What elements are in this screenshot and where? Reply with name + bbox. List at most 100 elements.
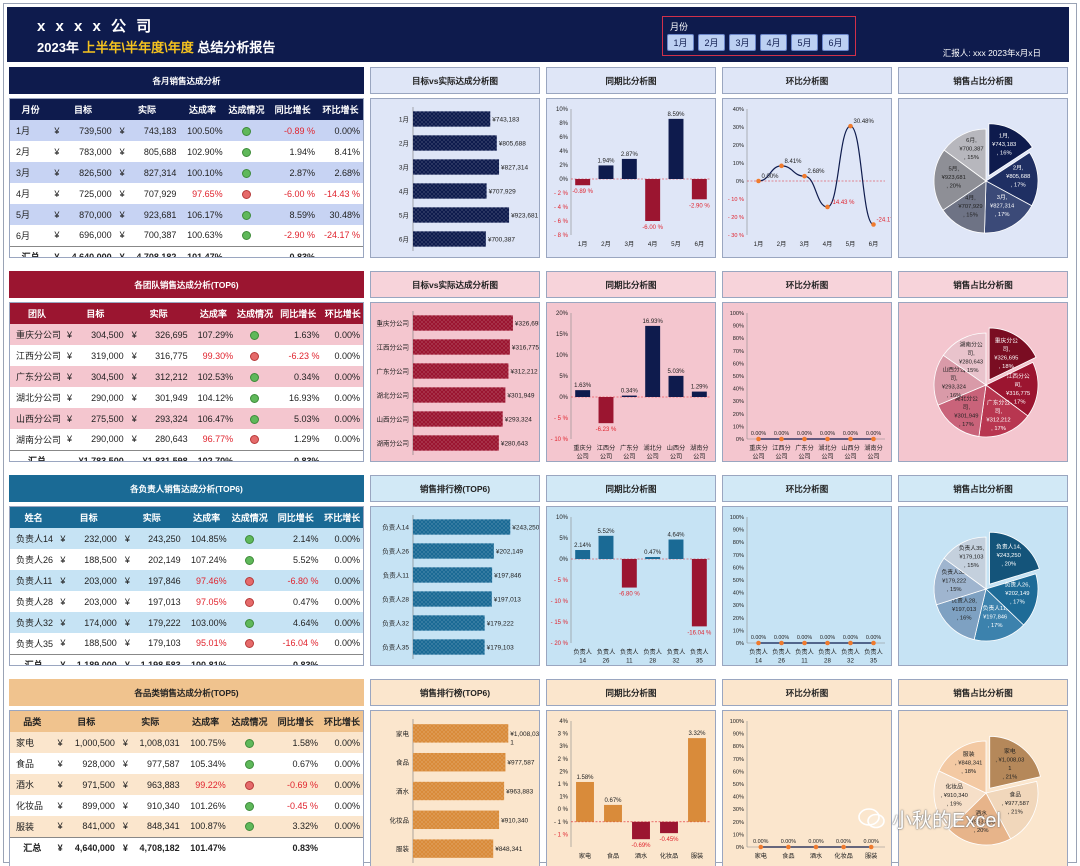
x-tick-label: 湖北分公司: [643, 444, 662, 461]
category-label: 3月: [399, 164, 409, 172]
summary-target: ¥1,189,000: [57, 653, 120, 665]
table-row[interactable]: 负责人32 ¥174,000 ¥179,222 103.00% 4.64% 0.00%: [10, 612, 363, 633]
y-tick-label: 1%: [559, 795, 568, 801]
chart-title-month-4: 销售占比分析图: [898, 67, 1068, 94]
table-row[interactable]: 负责人11 ¥203,000 ¥197,846 97.46% -6.80 % 0.00%: [10, 570, 363, 591]
row-status: [236, 366, 274, 387]
row-actual: ¥707,929: [115, 183, 180, 204]
pie-slice-label: 湖南分公司, ¥280,643, 15%: [959, 340, 983, 374]
month-button-1[interactable]: 1月: [667, 34, 694, 51]
bar-value-label: ¥963,883: [506, 789, 533, 796]
x-tick-label: 1月: [754, 241, 764, 248]
bar: [691, 391, 707, 397]
bar: [413, 315, 513, 331]
chart-title-month-3: 环比分析图: [722, 67, 892, 94]
row-rate: 100.50%: [187, 125, 223, 136]
table-row[interactable]: 负责人28 ¥203,000 ¥197,013 97.05% 0.47% 0.00%: [10, 591, 363, 612]
y-tick-label: 80%: [733, 744, 744, 750]
row-actual: ¥179,222: [120, 612, 184, 633]
table-header-row: 团队 目标 实际 达成率 达成情况 同比增长 环比增长: [10, 303, 363, 324]
month-button-3[interactable]: 3月: [729, 34, 756, 51]
column-header: 实际: [126, 303, 191, 324]
bar-value-label: 1.63%: [574, 383, 592, 389]
data-table-month: 月份 目标 实际 达成率 达成情况 同比增长 环比增长 1月 ¥739,500 ¥743,183 1…: [9, 98, 364, 258]
table-row[interactable]: 1月 ¥739,500 ¥743,183 100.50% -0.89 % 0.00%: [10, 120, 363, 141]
bar-value-label: 4.64%: [667, 533, 685, 539]
bar-value-label: ¥827,314: [501, 165, 528, 172]
y-tick-label: 8%: [559, 121, 568, 127]
table-row[interactable]: 山西分公司 ¥275,500 ¥293,324 106.47% 5.03% 0.00%: [10, 408, 363, 429]
pie-slice: [989, 531, 1040, 585]
month-button-4[interactable]: 4月: [760, 34, 787, 51]
section-title-text: 各负责人销售达成分析(TOP6): [130, 483, 243, 494]
bar: [668, 118, 684, 179]
row-status: [236, 324, 274, 345]
title-year: 2023年: [37, 40, 79, 55]
data-point: [779, 163, 784, 169]
x-tick-label: 3月: [625, 241, 635, 248]
x-tick-label: 负责人 28: [818, 648, 837, 665]
table: 品类 目标 实际 达成率 达成情况 同比增长 环比增长 家电 ¥1,000,500 ¥1,008,…: [10, 711, 363, 858]
row-name: 广东分公司: [16, 372, 62, 382]
summary-yoy: 0.83%: [269, 653, 322, 665]
table-row[interactable]: 4月 ¥725,000 ¥707,929 97.65% -6.00 % -14.43 %: [10, 183, 363, 204]
table-row[interactable]: 化妆品 ¥899,000 ¥910,340 101.26% -0.45 % 0.00%: [10, 795, 363, 816]
table-row[interactable]: 6月 ¥696,000 ¥700,387 100.63% -2.90 % -24.17 %: [10, 225, 363, 246]
row-target: ¥290,000: [64, 429, 127, 450]
table-row[interactable]: 3月 ¥826,500 ¥827,314 100.10% 2.87% 2.68%: [10, 162, 363, 183]
bar-value-label: -0.69%: [631, 843, 651, 849]
pie-slice: [978, 384, 1029, 438]
row-status: [229, 732, 271, 753]
row-rate: 104.85%: [191, 533, 227, 544]
table-row[interactable]: 负责人26 ¥188,500 ¥202,149 107.24% 5.52% 0.00%: [10, 549, 363, 570]
table-row[interactable]: 江西分公司 ¥319,000 ¥316,775 99.30% -6.23 % 0.00%: [10, 345, 363, 366]
row-mom: -14.43 %: [323, 188, 360, 199]
red-status-icon: [250, 351, 260, 361]
currency-symbol: ¥: [119, 188, 125, 199]
currency-symbol: ¥: [122, 800, 128, 811]
currency-symbol: ¥: [122, 737, 128, 748]
y-tick-label: 50%: [733, 782, 744, 788]
data-point: [871, 640, 876, 646]
table-row[interactable]: 湖北分公司 ¥290,000 ¥301,949 104.12% 16.93% 0.00%: [10, 387, 363, 408]
pie-chart-svg: 负责人14, ¥243,250, 20%负责人26, ¥202,149, 17%负责…: [933, 531, 1040, 642]
chart-panel-month-3: 40% 30% 20% 10% 0% - 10 % - 20 % - 30 % 0.00% 1月 8…: [722, 98, 892, 258]
row-target-value: 783,000: [79, 146, 112, 157]
bar-value-label: -6.23 %: [596, 427, 617, 433]
pie-slice: [933, 149, 987, 211]
summary-rate: 101.47%: [179, 245, 226, 257]
table-row[interactable]: 家电 ¥1,000,500 ¥1,008,031 100.75% 1.58% 0.00%: [10, 732, 363, 753]
row-yoy: -0.69 %: [286, 779, 319, 790]
table-row[interactable]: 负责人35 ¥188,500 ¥179,103 95.01% -16.04 % 0.00%: [10, 633, 363, 654]
table-row[interactable]: 广东分公司 ¥304,500 ¥312,212 102.53% 0.34% 0.00%: [10, 366, 363, 387]
month-button-5[interactable]: 5月: [791, 34, 818, 51]
data-point: [868, 844, 874, 850]
data-point: [779, 436, 784, 442]
table-row[interactable]: 酒水 ¥971,500 ¥963,883 99.22% -0.69 % 0.00%: [10, 774, 363, 795]
month-button-6[interactable]: 6月: [822, 34, 849, 51]
table-row[interactable]: 负责人14 ¥232,000 ¥243,250 104.85% 2.14% 0.00%: [10, 528, 363, 549]
chart-title-team-1: 目标vs实际达成分析图: [370, 271, 540, 298]
pie-slice-label: 负责人32, ¥179,222, 15%: [941, 568, 967, 593]
table-row[interactable]: 湖南分公司 ¥290,000 ¥280,643 96.77% 1.29% 0.00%: [10, 429, 363, 450]
y-tick-label: 20%: [556, 311, 569, 317]
table-row[interactable]: 重庆分公司 ¥304,500 ¥326,695 107.29% 1.63% 0.00%: [10, 324, 363, 345]
month-button-2[interactable]: 2月: [698, 34, 725, 51]
table-row[interactable]: 2月 ¥783,000 ¥805,688 102.90% 1.94% 8.41%: [10, 141, 363, 162]
bar: [576, 781, 594, 822]
point-value-label: -14.43 %: [831, 200, 856, 206]
y-tick-label: 0%: [559, 557, 568, 563]
data-point: [813, 844, 819, 850]
y-tick-label: - 10 %: [551, 599, 569, 605]
table-row[interactable]: 5月 ¥870,000 ¥923,681 106.17% 8.59% 30.48%: [10, 204, 363, 225]
chart-title-text: 同期比分析图: [605, 483, 657, 494]
bar: [413, 411, 503, 427]
table-row[interactable]: 食品 ¥928,000 ¥977,587 105.34% 0.67% 0.00%: [10, 753, 363, 774]
summary-rate: 100.81%: [183, 653, 230, 665]
currency-symbol: ¥: [57, 842, 63, 853]
bar: [413, 639, 485, 655]
chart-title-text: 同期比分析图: [605, 687, 657, 698]
row-name: 负责人32: [16, 618, 54, 628]
table-row[interactable]: 服装 ¥841,000 ¥848,341 100.87% 3.32% 0.00%: [10, 816, 363, 837]
row-name: 负责人35: [16, 638, 54, 649]
